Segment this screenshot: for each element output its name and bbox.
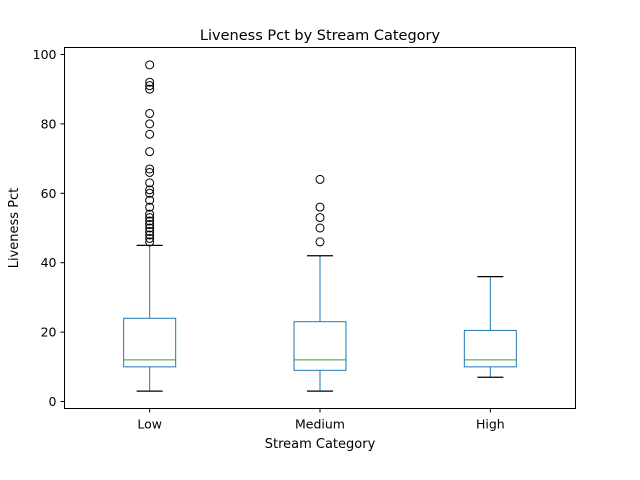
outlier-point: [315, 202, 325, 212]
y-tick-label: 80: [41, 116, 57, 131]
outlier-point: [145, 164, 155, 174]
outlier-point: [145, 147, 155, 157]
chart-title: Liveness Pct by Stream Category: [200, 28, 441, 44]
box-group-low: [123, 60, 177, 392]
x-axis: Low Medium High: [137, 408, 505, 432]
iqr-box: [463, 329, 517, 368]
outlier-point: [145, 220, 155, 230]
x-tick-label: High: [476, 417, 505, 432]
outlier-point: [145, 178, 155, 188]
iqr-box: [293, 321, 347, 371]
y-tick-label: 20: [41, 325, 57, 340]
y-axis: 0 20 40 60 80 100: [33, 47, 65, 409]
outlier-point: [145, 188, 155, 198]
y-tick-label: 100: [33, 47, 57, 62]
outlier-point: [145, 60, 155, 70]
outlier-point: [145, 216, 155, 226]
y-tick-label: 60: [41, 186, 57, 201]
outlier-point: [145, 223, 155, 233]
box-group-high: [463, 275, 517, 378]
plot-area: [123, 60, 517, 392]
outlier-point: [145, 185, 155, 195]
x-tick-label: Medium: [295, 417, 345, 432]
outlier-point: [145, 202, 155, 212]
outlier-point: [315, 237, 325, 247]
outlier-point: [145, 226, 155, 236]
outlier-point: [315, 174, 325, 184]
x-tick-label: Low: [137, 417, 162, 432]
outlier-point: [145, 233, 155, 243]
outlier-point: [145, 129, 155, 139]
y-tick-label: 40: [41, 255, 57, 270]
y-tick-label: 0: [49, 394, 57, 409]
outlier-point: [145, 213, 155, 223]
outlier-point: [145, 77, 155, 87]
outlier-point: [145, 108, 155, 118]
box-group-medium: [293, 174, 347, 392]
iqr-box: [123, 317, 177, 368]
plot-frame: [64, 47, 576, 409]
outlier-point: [145, 237, 155, 247]
outlier-point: [145, 119, 155, 129]
outlier-point: [315, 223, 325, 233]
outlier-point: [145, 84, 155, 94]
y-axis-label: Liveness Pct: [7, 188, 22, 269]
outlier-point: [315, 213, 325, 223]
x-axis-label: Stream Category: [265, 437, 376, 452]
outlier-point: [145, 195, 155, 205]
outlier-point: [145, 230, 155, 240]
outlier-point: [145, 81, 155, 91]
outlier-point: [145, 209, 155, 219]
outlier-point: [145, 167, 155, 177]
